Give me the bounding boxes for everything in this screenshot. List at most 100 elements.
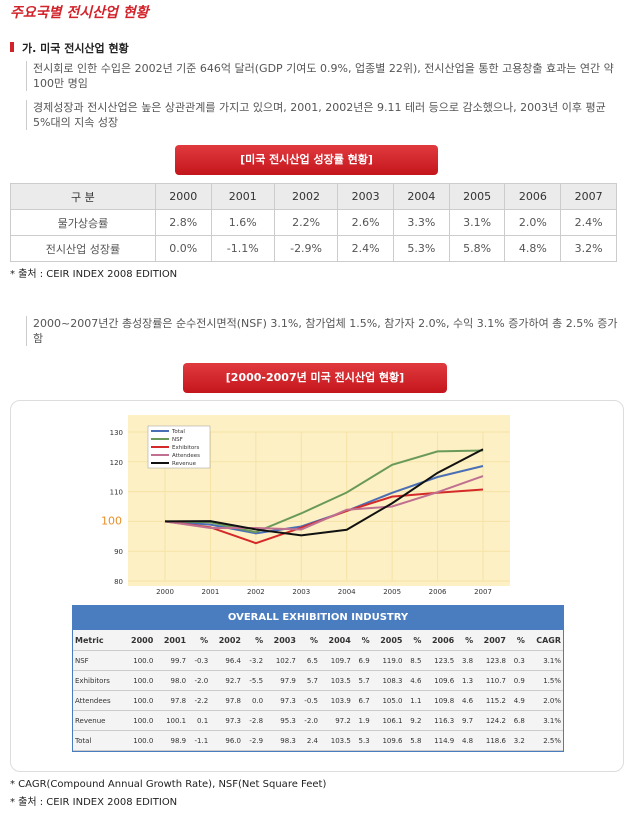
x-tick-label: 2000: [156, 588, 174, 596]
cell: 5.3: [352, 730, 372, 751]
header-cell: %: [404, 630, 424, 651]
cell: 96.4: [210, 650, 243, 671]
cell: 5.3%: [392, 235, 450, 262]
header-cell: 구 분: [10, 183, 156, 210]
row: Revenue 100.0 100.1 0.1 97.3 -2.8 95.3 -2.0 97.2…: [73, 710, 563, 731]
cell: NSF: [73, 650, 123, 671]
cell: 97.3: [265, 690, 298, 711]
row: Total 100.0 98.9 -1.1 96.0 -2.9 98.3 2.4 103.5 5.…: [73, 730, 563, 751]
chart-caption: [2000-2007년 미국 전시산업 현황]: [183, 363, 447, 393]
cell: 3.1%: [526, 650, 563, 671]
cell: 3.1%: [448, 209, 506, 236]
cell: 2.4: [297, 730, 320, 751]
cell: 1.3: [456, 670, 476, 691]
cell: 98.9: [155, 730, 189, 751]
header-cell: 2002: [210, 630, 243, 651]
x-tick-label: 2007: [474, 588, 492, 596]
cell: 1.1: [404, 690, 424, 711]
row: 전시산업 성장률 0.0% -1.1% -2.9% 2.4% 5.3% 5.8% 4.8% 3.…: [10, 235, 617, 262]
y-tick-label: 120: [110, 459, 123, 467]
legend-label: Revenue: [172, 461, 197, 467]
cell: 3.2%: [560, 235, 617, 262]
header-cell: 2000: [154, 183, 212, 210]
cell: -0.3: [188, 650, 211, 671]
cell: 98.3: [265, 730, 298, 751]
cell: 4.8: [456, 730, 476, 751]
x-tick-label: 2006: [429, 588, 447, 596]
header-cell: 2003: [265, 630, 298, 651]
legend-label: Attendees: [172, 453, 200, 459]
cell: -5.5: [243, 670, 266, 691]
bullet: 전시회로 인한 수입은 2002년 기준 646억 달러(GDP 기여도 0.9…: [26, 61, 623, 91]
cell: 2.0%: [504, 209, 562, 236]
cell: 100.0: [122, 670, 156, 691]
cell: 109.8: [423, 690, 457, 711]
cell: 전시산업 성장률: [10, 235, 156, 262]
header-cell: 2006: [504, 183, 562, 210]
cell: 3.3%: [392, 209, 450, 236]
cell: -2.9: [243, 730, 266, 751]
cell: 9.2: [404, 710, 424, 731]
cell: 4.6: [456, 690, 476, 711]
note: * 출처 : CEIR INDEX 2008 EDITION: [10, 797, 178, 808]
cell: 6.9: [352, 650, 372, 671]
cell: 5.7: [297, 670, 320, 691]
cell: -2.0: [188, 670, 211, 691]
cell: 3.8: [456, 650, 476, 671]
cell: 9.7: [456, 710, 476, 731]
cell: 100.0: [122, 710, 156, 731]
cell: 97.8: [155, 690, 189, 711]
x-tick-label: 2002: [247, 588, 265, 596]
series-line: [164, 475, 484, 531]
cell: 2.0%: [526, 690, 563, 711]
note: * CAGR(Compound Annual Growth Rate), NSF…: [10, 779, 327, 790]
cell: -1.1%: [210, 235, 275, 262]
y-tick-label: 100: [101, 514, 122, 527]
cell: 2.8%: [154, 209, 212, 236]
chart: 80 90 100 110 120 130 2000 2001 2002 2003 2004 2005…: [101, 415, 510, 596]
cell: -3.2: [243, 650, 266, 671]
header-cell: 2006: [423, 630, 457, 651]
cell: 0.0: [243, 690, 266, 711]
header-cell: 2002: [273, 183, 339, 210]
cell: -2.2: [188, 690, 211, 711]
section-title: 가. 미국 전시산업 현황: [22, 42, 129, 55]
cell: 109.6: [423, 670, 457, 691]
header-cell: 2007: [475, 630, 508, 651]
section-marker: [10, 42, 14, 52]
header-cell: 2000: [122, 630, 156, 651]
cell: 114.9: [423, 730, 457, 751]
legend-label: NSF: [172, 437, 183, 443]
cell: 99.7: [155, 650, 189, 671]
row: 물가상승률 2.8% 1.6% 2.2% 2.6% 3.3% 3.1% 2.0% 2.4%: [10, 209, 617, 236]
cell: 2.6%: [337, 209, 394, 236]
cell: 1.9: [352, 710, 372, 731]
cell: 5.8: [404, 730, 424, 751]
cell: 물가상승률: [10, 209, 156, 236]
header-cell: 2005: [448, 183, 506, 210]
cell: -0.5: [297, 690, 320, 711]
series-line: [164, 449, 484, 534]
cell: 97.9: [265, 670, 298, 691]
cell: 2.2%: [273, 209, 339, 236]
industry-table-body: Metric 2000 2001% 2002% 2003% 2004% 2005% 2006%…: [73, 630, 563, 751]
cell: 5.8%: [448, 235, 506, 262]
cell: Attendees: [73, 690, 123, 711]
table-title: OVERALL EXHIBITION INDUSTRY: [73, 606, 563, 630]
cell: 100.0: [122, 730, 156, 751]
cell: 95.3: [265, 710, 298, 731]
cell: 110.7: [475, 670, 508, 691]
header-cell: CAGR: [526, 630, 563, 651]
header-cell: %: [352, 630, 372, 651]
header-cell: %: [507, 630, 527, 651]
cell: 0.1: [188, 710, 211, 731]
cell: 3.1%: [526, 710, 563, 731]
source: * 출처 : CEIR INDEX 2008 EDITION: [10, 269, 178, 280]
cell: 97.3: [210, 710, 243, 731]
cell: 0.9: [507, 670, 527, 691]
cell: Revenue: [73, 710, 123, 731]
cell: 100.0: [122, 690, 156, 711]
cell: 102.7: [265, 650, 298, 671]
bullet: 경제성장과 전시산업은 높은 상관관계를 가지고 있으며, 2001, 2002…: [26, 100, 623, 130]
cell: 4.6: [404, 670, 424, 691]
